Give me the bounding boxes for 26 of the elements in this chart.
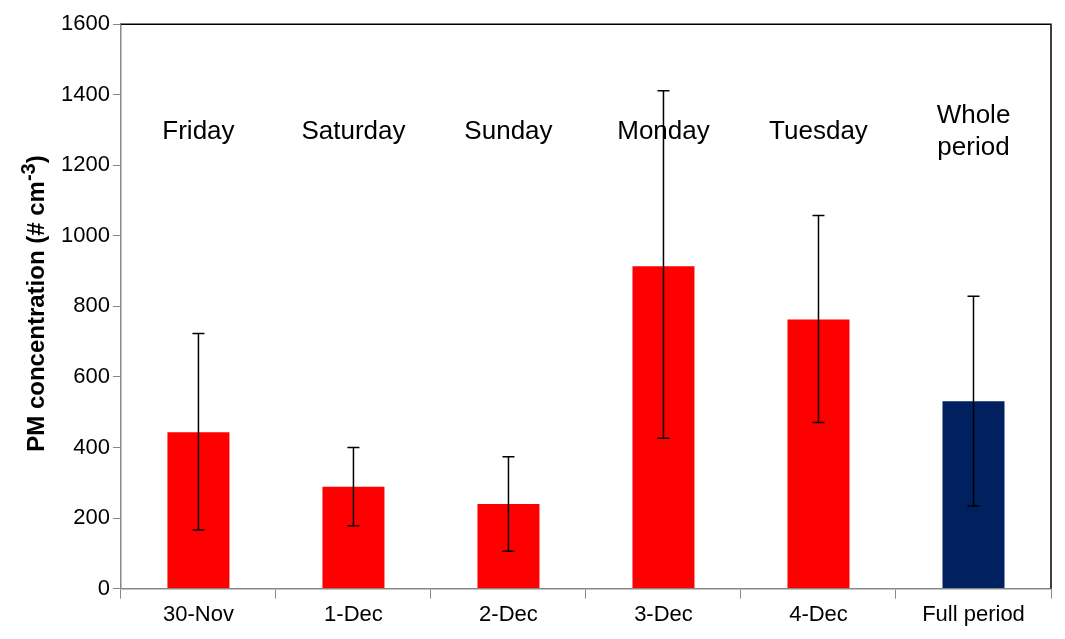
x-tick-label: 2-Dec (479, 600, 538, 626)
y-tick-label: 1200 (60, 151, 110, 177)
bar (167, 432, 230, 589)
annotation: Whole period (936, 98, 1011, 161)
x-tick-label: 1-Dec (324, 600, 383, 626)
y-tick-label: 600 (73, 363, 110, 389)
annotation: Saturday (301, 114, 406, 145)
x-tick-label: 30-Nov (162, 600, 234, 626)
y-tick-label: 800 (73, 292, 110, 318)
y-tick-label: 1600 (60, 10, 110, 36)
x-tick-label: Full period (922, 600, 1025, 626)
x-tick-label: 4-Dec (789, 600, 848, 626)
bar (632, 266, 695, 589)
y-tick-label: 1400 (60, 80, 110, 106)
x-tick-label: 3-Dec (634, 600, 693, 626)
y-tick-label: 1000 (60, 221, 110, 247)
bar (322, 486, 385, 589)
y-tick-label: 0 (97, 574, 110, 600)
bar (787, 319, 850, 589)
y-tick-label: 200 (73, 504, 110, 530)
annotation: Friday (162, 114, 235, 145)
annotation: Sunday (464, 114, 553, 145)
bar (477, 503, 540, 589)
annotation: Tuesday (769, 114, 868, 145)
y-tick-label: 400 (73, 433, 110, 459)
bar (942, 401, 1005, 589)
